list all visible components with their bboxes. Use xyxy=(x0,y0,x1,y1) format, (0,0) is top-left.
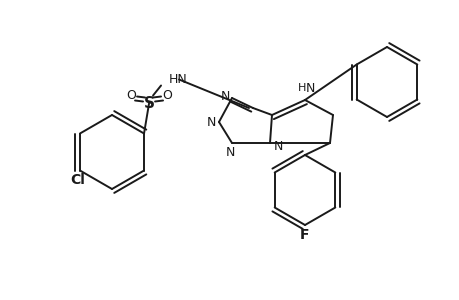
Text: N: N xyxy=(225,146,234,158)
Text: O: O xyxy=(126,89,136,102)
Text: O: O xyxy=(162,89,172,102)
Text: H: H xyxy=(297,83,306,93)
Text: HN: HN xyxy=(168,73,187,86)
Text: Cl: Cl xyxy=(70,173,85,188)
Text: S: S xyxy=(143,96,154,111)
Text: N: N xyxy=(305,82,314,94)
Text: N: N xyxy=(273,140,282,152)
Text: N: N xyxy=(220,89,229,103)
Text: F: F xyxy=(300,228,309,242)
Text: N: N xyxy=(206,116,215,128)
